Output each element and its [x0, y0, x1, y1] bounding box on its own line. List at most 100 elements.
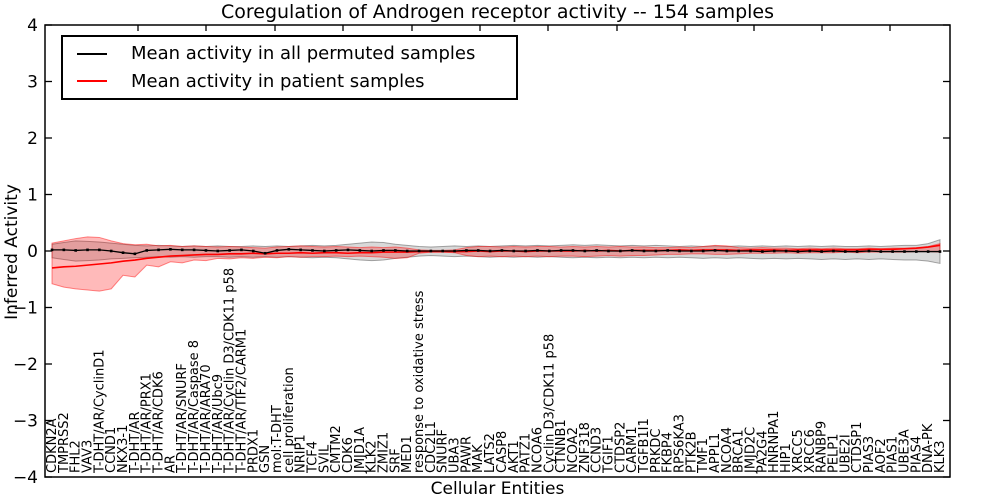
- x-tick-label: SRF: [388, 448, 403, 473]
- legend-line-patient-icon: [77, 80, 107, 83]
- x-tick-label: CDK6: [341, 437, 356, 473]
- x-tick-label: PRDX1: [246, 429, 261, 473]
- y-tick-label: 3: [27, 73, 38, 93]
- x-tick-label: T-DHT/AR/Caspase 8: [187, 340, 202, 474]
- x-tick-label: FKBP4: [661, 432, 676, 473]
- x-tick-label: AR: [163, 455, 178, 473]
- x-tick-label: FHL2: [69, 440, 84, 473]
- x-tick-label: MED1: [400, 435, 415, 473]
- x-tick-label: ZNF318: [578, 422, 593, 473]
- x-tick-label: BRCA1: [732, 429, 747, 473]
- x-tick-label: T-DHT/AR/ARA70: [199, 364, 214, 474]
- permuted-mean-markers: [50, 248, 942, 256]
- x-tick-label: PIAS1: [886, 436, 901, 473]
- y-tick-label: 1: [27, 186, 38, 206]
- x-tick-label: Cyclin D3/CDK11 p58: [542, 334, 557, 473]
- x-tick-label: PIAS3: [862, 436, 877, 473]
- x-tick-label: JMJD1A: [353, 427, 368, 474]
- x-tick-label: CDKN2A: [45, 418, 60, 473]
- x-tick-label: XRCC6: [803, 429, 818, 473]
- x-tick-label: T-DHT/AR/CyclinD1: [92, 349, 107, 474]
- x-tick-label: response to oxidative stress: [412, 290, 427, 473]
- x-tick-label: TGFB1I1: [637, 418, 652, 474]
- top-axis-ticks: [137, 25, 891, 31]
- x-tick-label: T-DHT/AR/PRX1: [140, 373, 155, 474]
- x-tick-label: PAWR: [459, 436, 474, 473]
- legend: Mean activity in all permuted samples Me…: [61, 35, 518, 100]
- x-axis-label: Cellular Entities: [430, 479, 565, 499]
- x-tick-label: HNRNPA1: [767, 411, 782, 473]
- x-tick-label: SNURF: [436, 429, 451, 473]
- x-tick-label: PTK2B: [684, 432, 699, 474]
- x-tick-label: CMTM2: [329, 425, 344, 473]
- x-tick-label: NCOA6: [530, 427, 545, 473]
- x-tick-label: TMF1: [696, 438, 711, 474]
- legend-item-patient: Mean activity in patient samples: [77, 71, 516, 92]
- x-tick-label: SVIL: [317, 444, 332, 473]
- y-tick-label: −2: [13, 355, 38, 375]
- x-tick-label: T-DHT/AR: [128, 412, 143, 474]
- x-tick-label: PIAS4: [909, 436, 924, 473]
- y-tick-label: 4: [27, 16, 38, 36]
- x-tick-label: CARM1: [625, 427, 640, 474]
- x-tick-label: mol:T-DHT: [270, 405, 285, 473]
- x-tick-label: CTNNB1: [554, 419, 569, 473]
- x-tick-label: XRCC5: [791, 429, 806, 473]
- x-tick-label: HIP1: [779, 443, 794, 473]
- x-tick-label: KLK3: [933, 440, 948, 473]
- x-tick-label: JMJD2C: [744, 427, 759, 474]
- permuted-mean-line: [52, 248, 940, 255]
- x-tick-label: UBE3A: [897, 429, 912, 473]
- x-tick-label: VAV3: [81, 440, 96, 473]
- legend-line-permuted-icon: [77, 52, 107, 55]
- x-tick-label: T-DHT/AR/Cyclin D3/CDK11 p58: [223, 268, 238, 474]
- x-tick-label: T-DHT/AR/TIF2/CARM1: [234, 329, 249, 474]
- x-tick-label: MAK: [471, 444, 486, 473]
- x-tick-label: RANBP9: [815, 421, 830, 473]
- x-tick-label: T-DHT/AR/Ubc9: [211, 374, 226, 474]
- y-tick-label: −3: [13, 412, 38, 432]
- x-tick-label: KLK2: [365, 440, 380, 473]
- x-tick-label: NCOA2: [566, 427, 581, 473]
- x-tick-label: PELP1: [826, 434, 841, 473]
- legend-label-patient: Mean activity in patient samples: [131, 70, 425, 92]
- y-tick-label: 2: [27, 129, 38, 149]
- x-tick-label: AKT1: [507, 440, 522, 473]
- x-tick-label: T-DHT/AR/CDK6: [152, 371, 167, 474]
- x-tick-labels: CDKN2ATMPRSS2FHL2VAV3T-DHT/AR/CyclinD1CC…: [45, 268, 948, 474]
- confidence-bands: [51, 236, 941, 292]
- x-tick-label: RPS6KA3: [673, 414, 688, 473]
- x-tick-label: CASP8: [495, 431, 510, 473]
- chart-title: Coregulation of Androgen receptor activi…: [220, 1, 775, 23]
- x-tick-label: DNA-PK: [921, 423, 936, 473]
- x-tick-label: T-DHT/AR/SNURF: [175, 363, 190, 474]
- x-tick-label: NRIP1: [294, 434, 309, 473]
- patient-samples-range-band: [51, 236, 941, 292]
- x-tick-label: CCND3: [590, 427, 605, 473]
- x-tick-label: APPL1: [708, 433, 723, 473]
- x-tick-label: TGIF1: [601, 435, 616, 474]
- x-tick-label: AOF2: [874, 438, 889, 473]
- x-tick-label: cell proliferation: [282, 367, 297, 473]
- x-tick-label: CDC2L1: [424, 421, 439, 473]
- x-tick-label: NCOA4: [720, 427, 735, 473]
- x-tick-label: CTDSP2: [613, 422, 628, 473]
- legend-label-permuted: Mean activity in all permuted samples: [131, 43, 476, 65]
- y-axis-ticks: 4 3 2 1 0 −1 −2 −3 −4: [13, 16, 950, 488]
- x-tick-label: TCF4: [305, 441, 320, 474]
- x-tick-label: ZMIZ1: [377, 432, 392, 473]
- x-tick-label: UBA3: [448, 437, 463, 473]
- x-tick-label: CCND1: [104, 427, 119, 473]
- y-tick-label: −1: [13, 299, 38, 319]
- x-tick-label: CTDSP1: [850, 422, 865, 473]
- y-axis-label: Inferred Activity: [2, 184, 22, 320]
- x-tick-label: PATZ1: [519, 433, 534, 473]
- y-tick-label: −4: [13, 468, 38, 488]
- x-tick-label: NKX3-1: [116, 425, 131, 473]
- y-tick-label: 0: [27, 242, 38, 262]
- legend-item-permuted: Mean activity in all permuted samples: [77, 43, 516, 64]
- x-tick-label: PRKDC: [649, 429, 664, 473]
- x-tick-label: PA2G4: [755, 430, 770, 473]
- x-tick-label: GSN: [258, 445, 273, 473]
